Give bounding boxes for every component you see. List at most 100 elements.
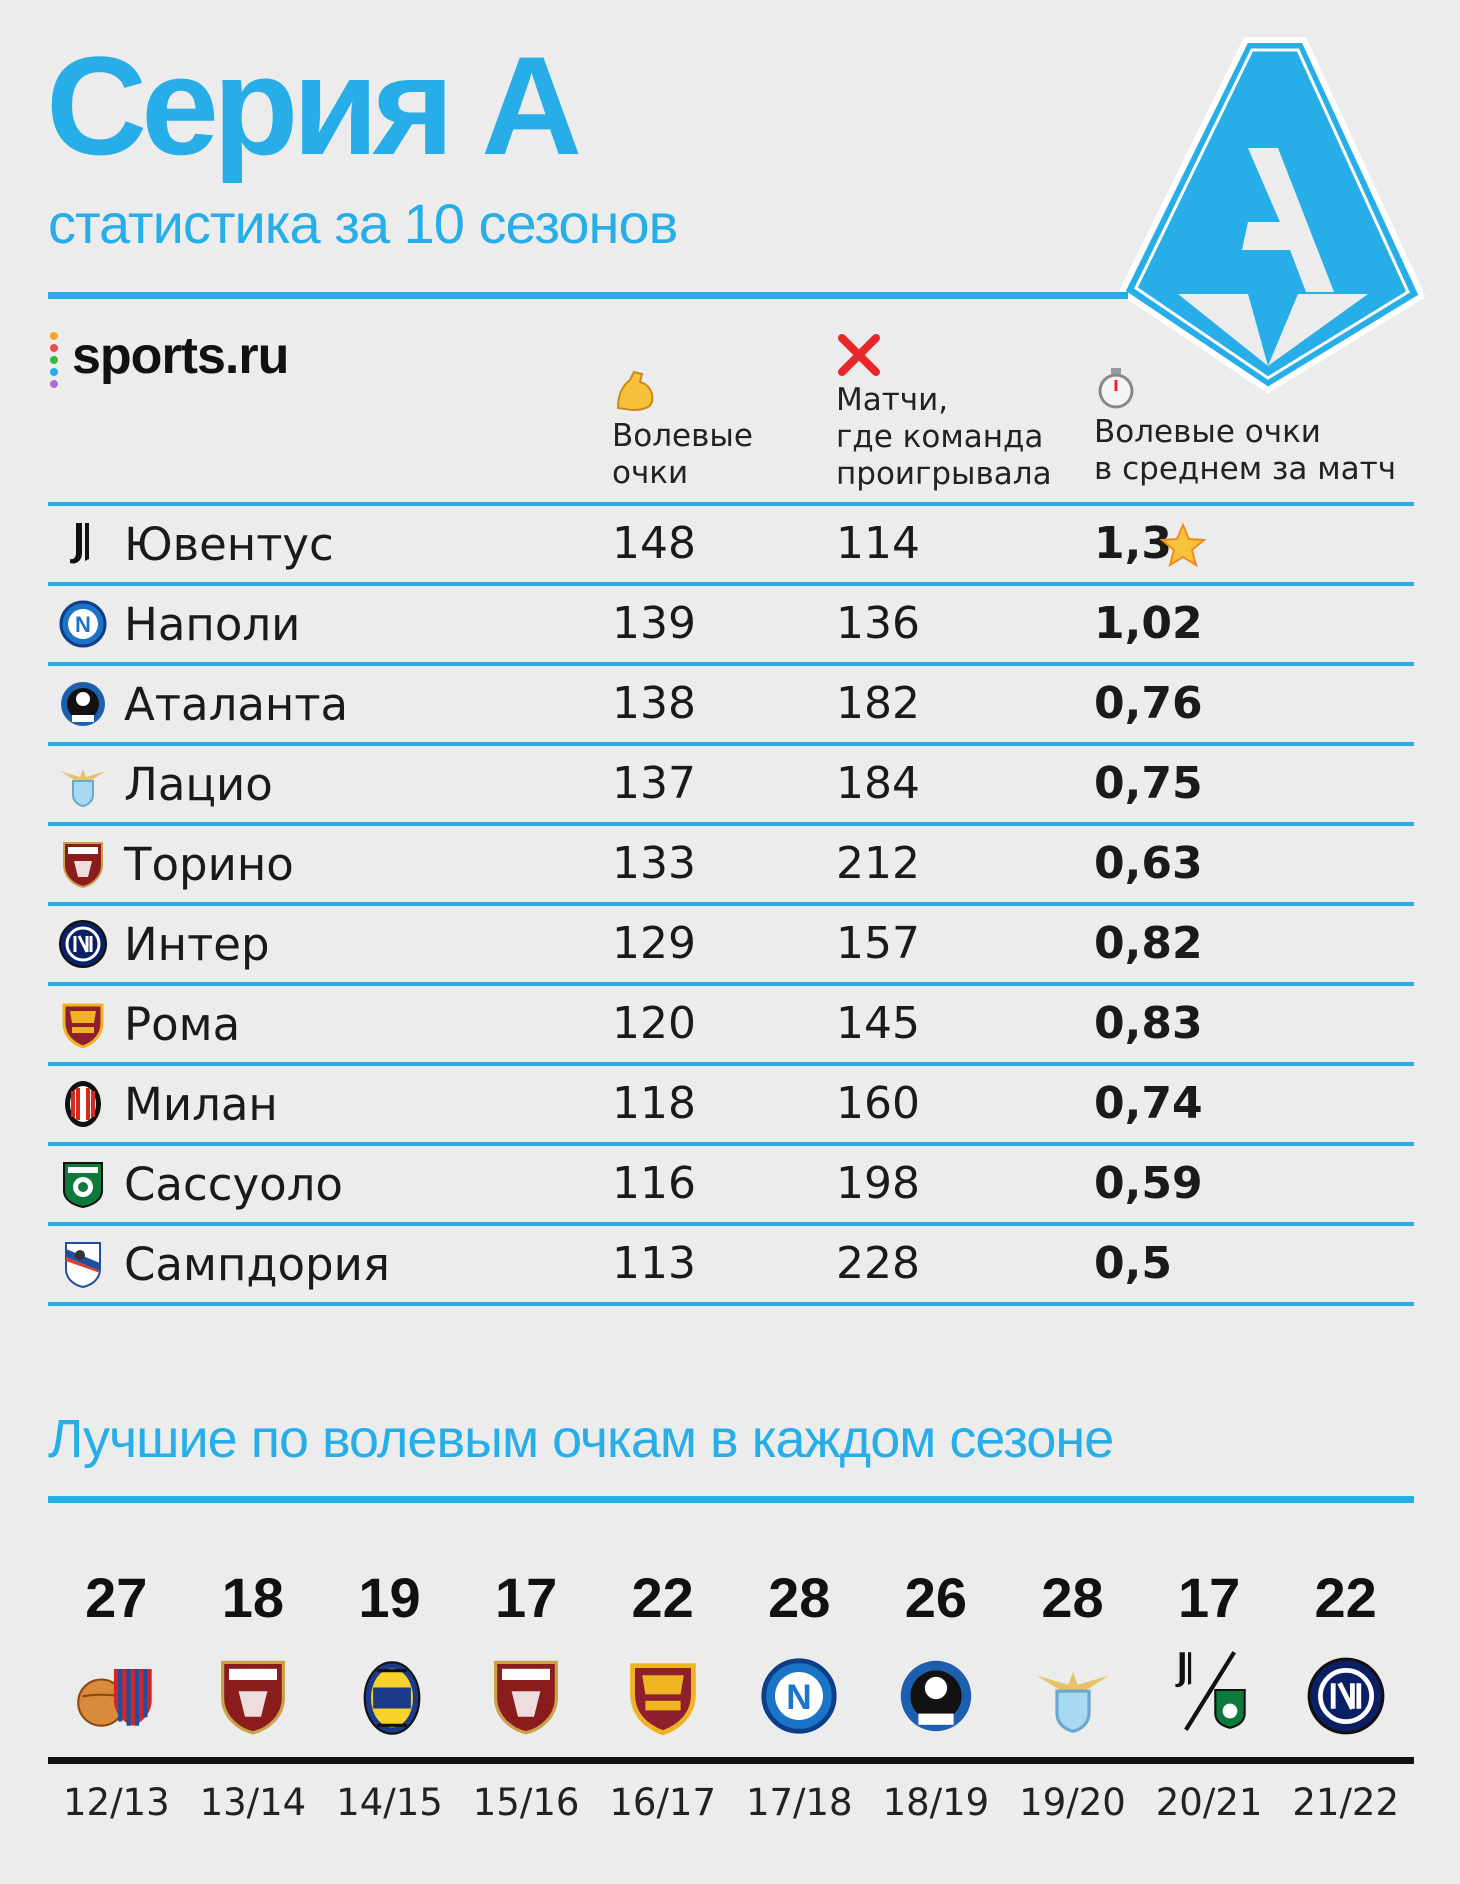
brand-logo: sports.ru [72,327,289,385]
points-value: 113 [612,1238,696,1289]
table-separator [48,1222,1414,1226]
team-name: Лацио [124,758,273,811]
points-header-line2: очки [612,455,689,491]
table-row: N Наполи 139 136 1,02 [48,586,1414,662]
season-label: 13/14 [199,1781,307,1824]
stopwatch-icon [1098,368,1134,409]
team-name: Аталанта [124,678,349,731]
season-value: 28 [1041,1566,1104,1629]
season-value: 28 [768,1566,831,1629]
sampdoria-crest-icon [58,1239,108,1289]
team-name: Интер [124,918,270,971]
seasons-baseline [48,1757,1414,1764]
season-label: 12/13 [62,1781,170,1824]
lost-value: 184 [836,758,920,809]
lost-value: 182 [836,678,920,729]
lost-value: 198 [836,1158,920,1209]
season-label: 19/20 [1019,1781,1126,1824]
points-value: 148 [612,518,696,569]
table-separator [48,822,1414,826]
season-value: 22 [631,1566,694,1629]
season-value: 17 [494,1566,558,1629]
avg-value: 0,59 [1094,1158,1203,1209]
avg-value: 0,75 [1094,758,1203,809]
red-cross-icon [838,334,880,376]
lost-value: 136 [836,598,920,649]
table-separator [48,982,1414,986]
lost-value: 157 [836,918,920,969]
lost-value: 145 [836,998,920,1049]
team-name: Наполи [124,598,301,651]
avg-value: 0,5 [1094,1238,1172,1289]
avg-header-line2: в среднем за матч [1094,451,1397,487]
team-name: Торино [124,838,294,891]
avg-value: 0,74 [1094,1078,1203,1129]
season-value: 19 [358,1566,421,1629]
team-name: Ювентус [124,518,334,571]
points-value: 138 [612,678,696,729]
lost-header-line2: где команда [836,419,1044,455]
page-subtitle: статистика за 10 сезонов [48,192,678,255]
season-label: 20/21 [1155,1781,1263,1824]
table-row: Аталанта 138 182 0,76 [48,666,1414,742]
season-value: 27 [85,1566,148,1629]
avg-header-line1: Волевые очки [1094,414,1321,450]
lost-value: 228 [836,1238,920,1289]
juventus-crest-icon [58,519,108,569]
table-row: Интер 129 157 0,82 [48,906,1414,982]
table-row: Торино 133 212 0,63 [48,826,1414,902]
avg-column-header: Волевые очки в среднем за матч [1094,366,1396,488]
inter-crest-icon [1306,1656,1386,1740]
lost-header-line3: проигрывала [836,456,1052,492]
sassuolo-crest-icon [58,1159,108,1209]
points-value: 120 [612,998,696,1049]
catania-crest-icon [74,1648,158,1736]
season-label: 16/17 [609,1781,716,1824]
milan-crest-icon [58,1079,108,1129]
table-row: Рома 120 145 0,83 [48,986,1414,1062]
torino-crest-icon [486,1656,566,1740]
seasons-chart: 27 12/13 18 13/14 19 14/15 17 15/16 22 16/17 28 N 17… [48,1560,1414,1840]
season-value: 18 [221,1566,285,1629]
lazio-crest-icon [1033,1656,1113,1740]
atalanta-crest-icon [896,1656,976,1740]
svg-text:N: N [787,1678,812,1717]
table-separator [48,902,1414,906]
season-value: 22 [1314,1566,1377,1629]
torino-crest-icon [58,839,108,889]
season-label: 17/18 [745,1781,853,1824]
lost-value: 160 [836,1078,920,1129]
season-value: 26 [904,1566,968,1629]
points-column-header: Волевые очки [612,368,753,492]
table-separator [48,662,1414,666]
points-value: 133 [612,838,696,889]
table-separator [48,1302,1414,1306]
season-label: 21/22 [1292,1781,1399,1824]
lost-header-line1: Матчи, [836,382,949,418]
roma-crest-icon [58,999,108,1049]
season-label: 18/19 [882,1781,990,1824]
brand-dots-icon [50,332,58,392]
lost-value: 212 [836,838,920,889]
team-name: Милан [124,1078,278,1131]
napoli-crest-icon: N [58,599,108,649]
table-separator [48,742,1414,746]
season-label: 15/16 [472,1781,580,1824]
seasons-section-title: Лучшие по волевым очкам в каждом сезоне [48,1409,1114,1469]
table-row: Сампдория 113 228 0,5 [48,1226,1414,1302]
lazio-crest-icon [58,759,108,809]
table-separator [48,582,1414,586]
team-name: Сампдория [124,1238,390,1291]
avg-value: 1,3 [1094,518,1172,569]
page-title: Серия А [46,27,582,184]
napoli-crest-icon: N [759,1656,839,1740]
points-value: 118 [612,1078,696,1129]
seasons-divider [48,1496,1414,1503]
svg-text:N: N [75,612,91,637]
table-separator [48,1062,1414,1066]
points-value: 139 [612,598,696,649]
avg-value: 0,82 [1094,918,1203,969]
header-divider [48,292,1128,299]
table-separator [48,502,1414,506]
lost-column-header: Матчи, где команда проигрывала [836,332,1052,493]
